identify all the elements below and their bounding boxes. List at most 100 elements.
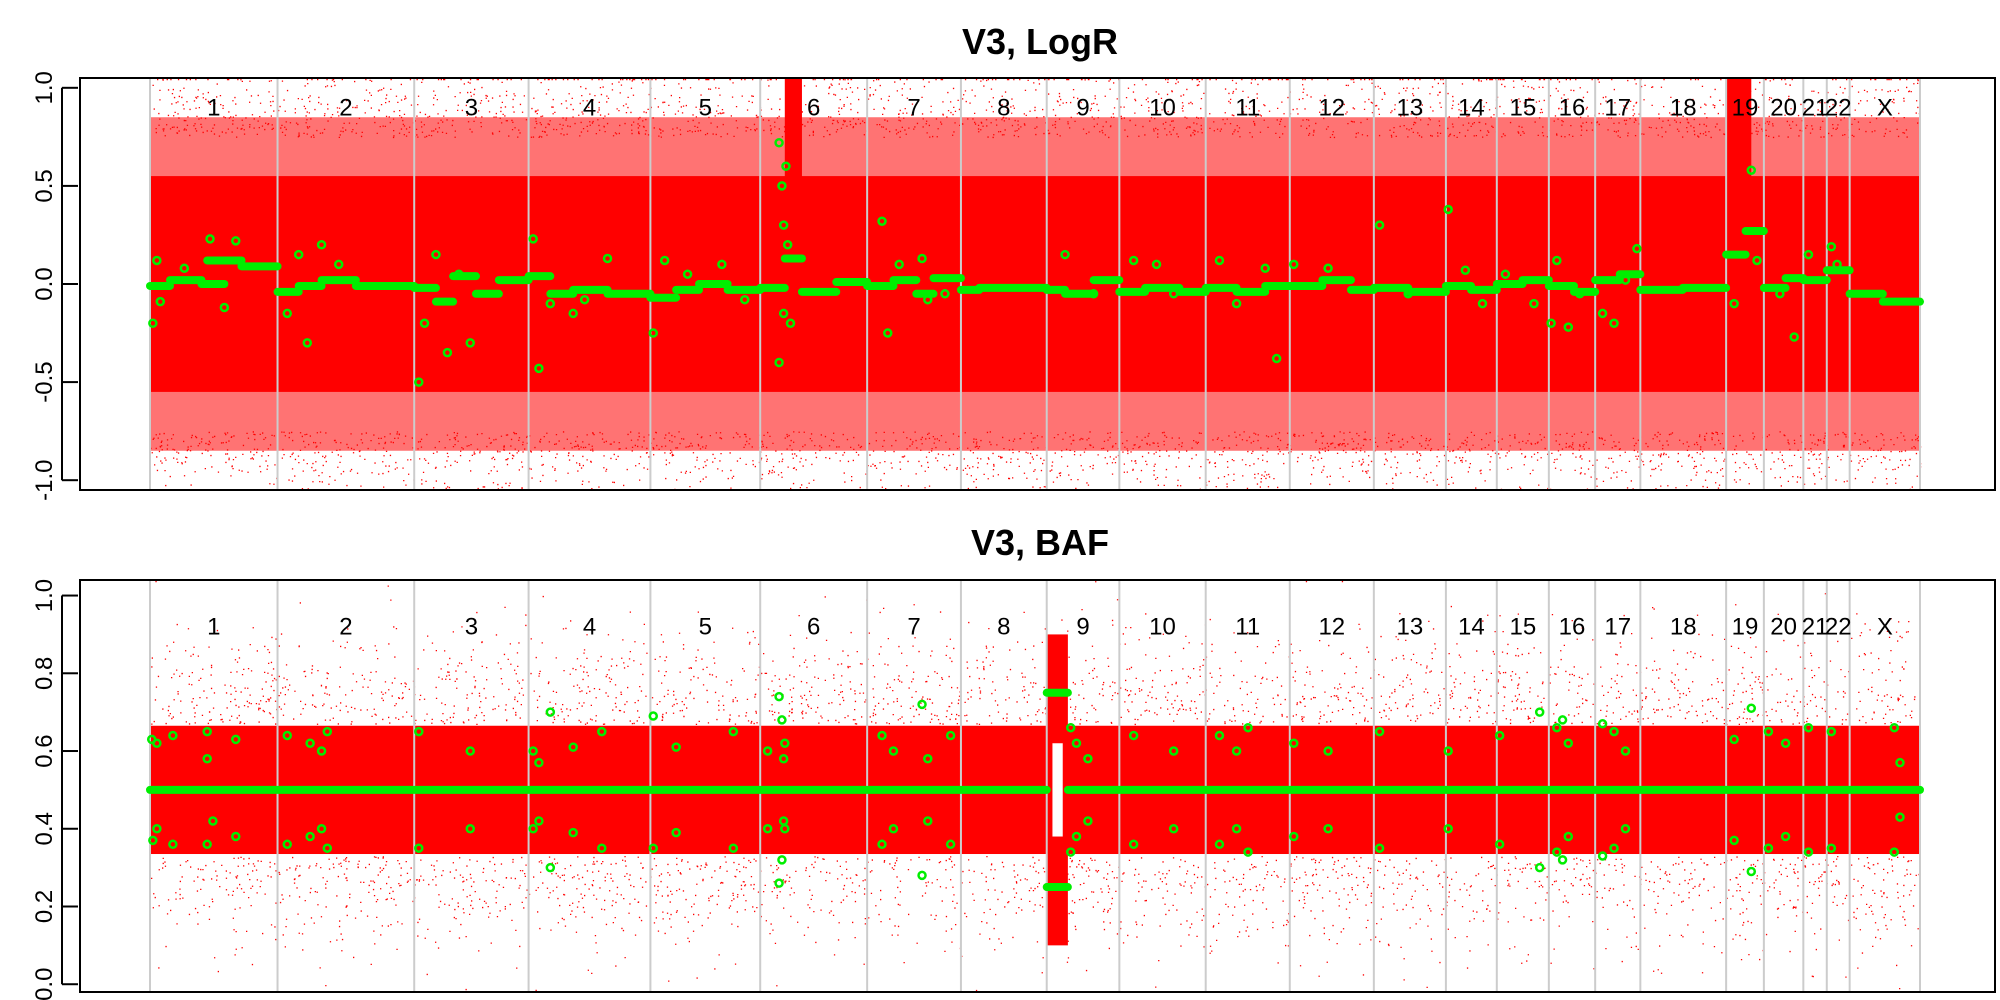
outlier-point [917, 699, 927, 710]
outlier-point [1826, 241, 1837, 252]
outlier-point [1889, 722, 1900, 733]
outlier-point [1729, 298, 1739, 309]
outlier-point [1826, 843, 1837, 853]
outlier-point [597, 843, 607, 853]
outlier-point [1500, 269, 1511, 279]
y-tick-label: 0.8 [31, 657, 58, 690]
outlier-point [1620, 746, 1631, 756]
chromosome-label: 5 [699, 614, 712, 641]
outlier-point [1552, 255, 1562, 266]
outlier-point [1729, 835, 1739, 846]
y-tick-label: 1.0 [31, 579, 58, 612]
outlier-point [1832, 259, 1842, 270]
chromosome-label: 1 [207, 614, 220, 641]
outlier-point [1214, 730, 1225, 741]
baf-raw-loh-gap-9 [1052, 743, 1063, 837]
outlier-point [202, 726, 212, 737]
y-tick-label: 0.6 [31, 734, 58, 767]
chromosome-label: 7 [907, 94, 920, 121]
outlier-point [1780, 738, 1791, 748]
outlier-point [442, 347, 453, 358]
outlier-point [322, 843, 333, 853]
y-tick-label: 0.4 [31, 812, 58, 845]
chromosome-label: 6 [807, 94, 820, 121]
outlier-point [168, 730, 178, 741]
outlier-point [945, 730, 956, 741]
outlier-point [152, 255, 162, 266]
logr-raw-halo-22 [1826, 117, 1850, 451]
outlier-point [1780, 831, 1791, 842]
outlier-point [1083, 754, 1093, 764]
outlier-point [1231, 298, 1242, 309]
outlier-point [1563, 738, 1574, 748]
outlier-point [1889, 847, 1900, 857]
chromosome-label: X [1877, 94, 1893, 121]
outlier-point [728, 726, 739, 737]
outlier-point [545, 862, 556, 873]
outlier-point [1803, 249, 1814, 260]
chromosome-label: 16 [1559, 94, 1586, 121]
outlier-point [1168, 824, 1179, 834]
chromosome-label: 18 [1670, 94, 1697, 121]
outlier-point [205, 234, 215, 244]
outlier-point [1289, 831, 1299, 842]
outlier-point [1168, 289, 1179, 299]
outlier-point [1803, 847, 1814, 857]
outlier-point [1895, 812, 1905, 822]
outlier-point [648, 328, 659, 338]
outlier-point [579, 294, 590, 305]
outlier-point [1128, 255, 1139, 266]
chromosome-label: 9 [1076, 614, 1089, 641]
outlier-point [778, 816, 789, 826]
outlier-point [778, 220, 789, 230]
outlier-point [316, 746, 327, 756]
chromosome-label: 2 [339, 94, 352, 121]
outlier-point [1071, 831, 1082, 842]
logr-plot-frame [79, 77, 1996, 491]
outlier-point [568, 742, 578, 752]
outlier-point [1323, 746, 1333, 756]
outlier-point [877, 216, 887, 226]
outlier-point [1374, 843, 1385, 853]
outlier-point [1729, 734, 1739, 745]
chromosome-label: 7 [907, 614, 920, 641]
outlier-point [1494, 839, 1505, 850]
outlier-point [888, 824, 899, 834]
outlier-point [1563, 831, 1574, 842]
outlier-point [1609, 726, 1619, 737]
outlier-point [1243, 847, 1253, 857]
outlier-point [1597, 719, 1608, 729]
outlier-point [602, 253, 613, 264]
outlier-point [917, 870, 927, 881]
chromosome-label: 20 [1770, 614, 1797, 641]
y-tick-label: -0.5 [31, 361, 58, 402]
outlier-point [877, 839, 887, 850]
outlier-point [1374, 726, 1385, 737]
outlier-point [717, 259, 727, 270]
outlier-point [1214, 255, 1225, 266]
chromosome-label: 5 [699, 94, 712, 121]
chromosome-label: 4 [583, 94, 596, 121]
logr-panel: V3, LogR 1 2 3 4 5 6 7 8 9 10 11 12 13 14 15 16 17 18 19 20… [31, 21, 1996, 501]
outlier-point [1151, 259, 1162, 270]
outlier-point [923, 294, 933, 305]
outlier-point [1260, 263, 1270, 274]
logr-y-axis: -1.0 -0.5 0.0 0.5 1.0 [31, 71, 78, 501]
outlier-point [1065, 847, 1076, 857]
outlier-point [155, 296, 166, 307]
outlier-point [231, 831, 241, 842]
chromosome-label: 21 [1802, 614, 1829, 641]
outlier-point [1460, 265, 1471, 276]
outlier-point [1746, 165, 1757, 175]
y-tick-label: 0.2 [31, 890, 58, 923]
chromosome-label: 10 [1149, 614, 1176, 641]
chromosome-label: 8 [997, 614, 1010, 641]
outlier-point [231, 236, 241, 246]
outlier-point [528, 824, 538, 834]
outlier-point [877, 730, 887, 741]
outlier-point [534, 757, 544, 768]
chromosome-label: 11 [1235, 94, 1260, 121]
outlier-point [1546, 318, 1556, 328]
outlier-point [777, 715, 787, 725]
